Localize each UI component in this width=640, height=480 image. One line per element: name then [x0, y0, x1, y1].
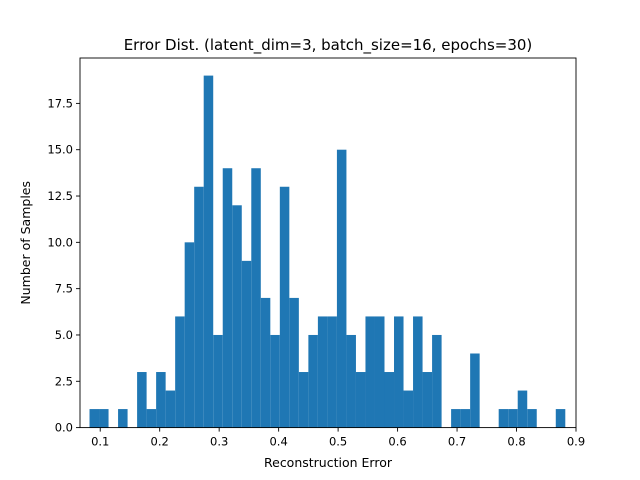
histogram-bar [184, 242, 195, 428]
histogram-bar [413, 316, 423, 428]
histogram-bar [165, 390, 176, 428]
x-tick-label: 0.1 [91, 435, 109, 449]
histogram-bar [508, 409, 518, 428]
y-axis-label: Number of Samples [18, 181, 33, 305]
histogram-bar [451, 409, 461, 428]
x-axis: 0.1 0.2 0.3 0.4 0.5 0.6 0.7 0.8 0.9 [91, 427, 585, 449]
histogram-bar [194, 186, 204, 428]
histogram-bar [327, 316, 337, 428]
histogram-bar [118, 409, 128, 428]
histogram-bar [89, 409, 100, 428]
y-tick-label: 15.0 [47, 143, 73, 157]
x-tick-label: 0.7 [448, 435, 466, 449]
histogram-bar [270, 334, 280, 428]
histogram-bar [336, 149, 347, 428]
histogram-bar [384, 372, 395, 428]
histogram-bar [555, 409, 566, 428]
y-tick-label: 17.5 [47, 96, 73, 110]
histogram-bar [298, 372, 309, 428]
histogram-bar [355, 372, 366, 428]
histogram-bar [175, 316, 185, 428]
histogram-bar [308, 334, 318, 428]
histogram-bar [346, 334, 356, 428]
histogram-bar [99, 409, 109, 428]
histogram-bar [251, 168, 261, 428]
histogram-bar [527, 409, 537, 428]
histogram-bar [460, 409, 471, 428]
histogram-bar [365, 316, 375, 428]
histogram-bar [232, 205, 242, 428]
histogram-bar [279, 186, 290, 428]
x-tick-label: 0.2 [151, 435, 169, 449]
y-axis: 0.0 2.5 5.0 7.5 10.0 12.5 15.0 17.5 [47, 96, 80, 435]
y-tick-label: 2.5 [55, 374, 73, 388]
y-tick-label: 7.5 [55, 282, 73, 296]
bars-group [89, 75, 566, 428]
histogram-bar [432, 334, 442, 428]
x-axis-label: Reconstruction Error [264, 455, 393, 470]
x-tick-label: 0.9 [567, 435, 585, 449]
x-tick-label: 0.8 [507, 435, 525, 449]
histogram-bar [317, 316, 328, 428]
histogram-bar [374, 316, 385, 428]
histogram-bar [403, 390, 414, 428]
histogram-bar [203, 75, 214, 428]
x-tick-label: 0.3 [210, 435, 228, 449]
y-tick-label: 12.5 [47, 189, 73, 203]
chart-title: Error Dist. (latent_dim=3, batch_size=16… [124, 36, 533, 55]
histogram-bar [260, 297, 271, 428]
histogram-bar [289, 297, 299, 428]
histogram-bar [470, 353, 480, 428]
x-tick-label: 0.6 [388, 435, 406, 449]
histogram-bar [156, 372, 166, 428]
histogram-bar [222, 168, 233, 428]
histogram-bar [146, 409, 157, 428]
y-tick-label: 10.0 [47, 235, 73, 249]
histogram-bar [137, 372, 147, 428]
histogram-bar [213, 334, 223, 428]
x-tick-label: 0.5 [329, 435, 347, 449]
y-tick-label: 0.0 [55, 421, 73, 435]
y-tick-label: 5.0 [55, 328, 73, 342]
x-tick-label: 0.4 [269, 435, 287, 449]
histogram-bar [498, 409, 509, 428]
histogram-bar [517, 390, 528, 428]
histogram-bar [394, 316, 404, 428]
histogram-bar [422, 372, 433, 428]
histogram-bar [241, 260, 252, 428]
plot-frame [79, 57, 577, 429]
